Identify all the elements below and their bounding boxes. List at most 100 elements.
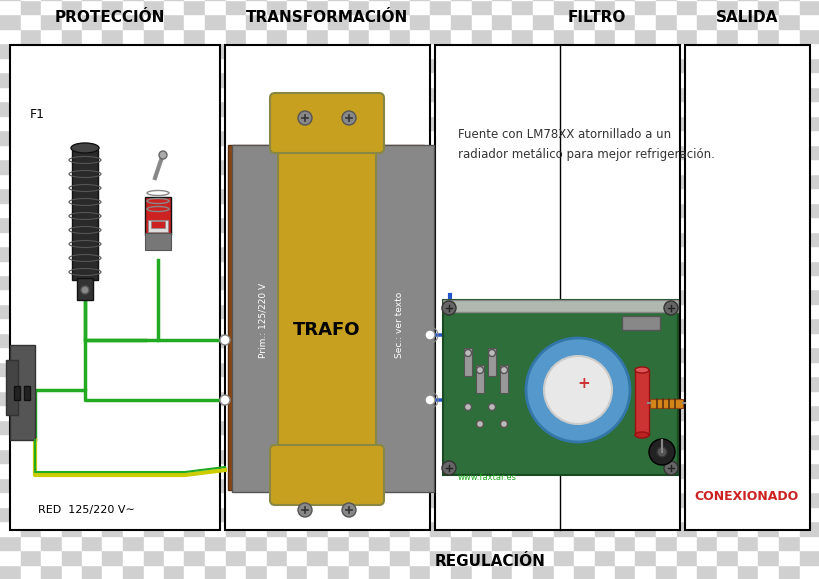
- Bar: [471, 362, 491, 376]
- Bar: [328, 116, 348, 130]
- Bar: [799, 130, 819, 145]
- Bar: [246, 405, 266, 420]
- Bar: [143, 333, 164, 347]
- Bar: [225, 347, 246, 362]
- Bar: [717, 275, 737, 290]
- Bar: [594, 246, 614, 261]
- Bar: [82, 217, 102, 232]
- Bar: [184, 0, 205, 14]
- Bar: [532, 72, 553, 87]
- Bar: [491, 203, 512, 217]
- Bar: [20, 217, 41, 232]
- Bar: [0, 116, 20, 130]
- Bar: [0, 246, 20, 261]
- Bar: [389, 29, 410, 43]
- Bar: [123, 492, 143, 507]
- Bar: [655, 478, 676, 492]
- Bar: [246, 72, 266, 87]
- Bar: [369, 246, 389, 261]
- Bar: [614, 478, 635, 492]
- Bar: [225, 174, 246, 188]
- Bar: [287, 362, 307, 376]
- Bar: [471, 29, 491, 43]
- Bar: [676, 449, 696, 463]
- Bar: [82, 478, 102, 492]
- Bar: [143, 478, 164, 492]
- Bar: [512, 43, 532, 58]
- Bar: [512, 87, 532, 101]
- Bar: [82, 29, 102, 43]
- Bar: [123, 550, 143, 565]
- Bar: [82, 391, 102, 405]
- Bar: [450, 217, 471, 232]
- Bar: [348, 130, 369, 145]
- Bar: [778, 0, 799, 14]
- Bar: [758, 318, 778, 333]
- Bar: [123, 362, 143, 376]
- Bar: [430, 347, 450, 362]
- Bar: [123, 420, 143, 434]
- Bar: [348, 217, 369, 232]
- Bar: [614, 449, 635, 463]
- Bar: [348, 391, 369, 405]
- Bar: [717, 565, 737, 579]
- Bar: [348, 362, 369, 376]
- Bar: [614, 347, 635, 362]
- Bar: [471, 246, 491, 261]
- Bar: [389, 318, 410, 333]
- Bar: [246, 130, 266, 145]
- Bar: [348, 58, 369, 72]
- Bar: [348, 521, 369, 536]
- Bar: [246, 290, 266, 304]
- Bar: [573, 232, 594, 246]
- Bar: [369, 420, 389, 434]
- Bar: [491, 347, 512, 362]
- Bar: [717, 507, 737, 521]
- Bar: [614, 463, 635, 478]
- Bar: [758, 333, 778, 347]
- Bar: [717, 29, 737, 43]
- Circle shape: [342, 111, 355, 125]
- Bar: [369, 159, 389, 174]
- Bar: [123, 29, 143, 43]
- Bar: [348, 275, 369, 290]
- Bar: [184, 261, 205, 275]
- Bar: [307, 507, 328, 521]
- Bar: [369, 130, 389, 145]
- Bar: [553, 217, 573, 232]
- Bar: [430, 550, 450, 565]
- Bar: [205, 101, 225, 116]
- Bar: [410, 188, 430, 203]
- Bar: [184, 145, 205, 159]
- Bar: [123, 14, 143, 29]
- Bar: [0, 565, 20, 579]
- Bar: [655, 232, 676, 246]
- Bar: [369, 304, 389, 318]
- Bar: [389, 420, 410, 434]
- Bar: [512, 565, 532, 579]
- Bar: [594, 261, 614, 275]
- Bar: [307, 347, 328, 362]
- Bar: [491, 72, 512, 87]
- Bar: [205, 58, 225, 72]
- Bar: [635, 565, 655, 579]
- Bar: [82, 203, 102, 217]
- Bar: [553, 203, 573, 217]
- Bar: [287, 188, 307, 203]
- Bar: [532, 0, 553, 14]
- Bar: [758, 405, 778, 420]
- Bar: [635, 391, 655, 405]
- Bar: [41, 72, 61, 87]
- Bar: [164, 116, 184, 130]
- Bar: [737, 217, 758, 232]
- Bar: [369, 449, 389, 463]
- Bar: [717, 116, 737, 130]
- Bar: [287, 87, 307, 101]
- Bar: [0, 130, 20, 145]
- Bar: [232, 145, 322, 492]
- Bar: [61, 405, 82, 420]
- Bar: [655, 116, 676, 130]
- Bar: [20, 58, 41, 72]
- Bar: [164, 536, 184, 550]
- Bar: [20, 246, 41, 261]
